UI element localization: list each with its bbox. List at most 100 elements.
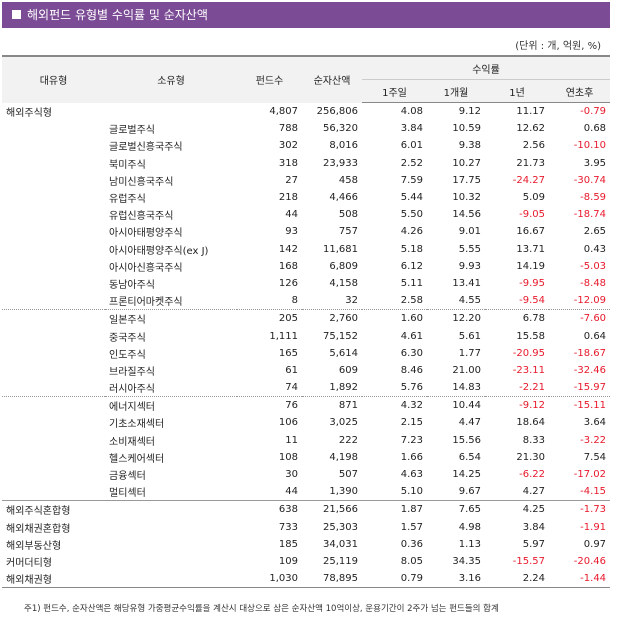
cell-m1: 10.27 [452, 157, 481, 169]
cell-funds: 142 [278, 243, 298, 255]
cell-m1: 4.55 [458, 295, 481, 307]
table-row: 소비재섹터 11 222 7.23 15.56 8.33 -3.22 [2, 432, 610, 449]
cell-w1: 5.76 [400, 382, 423, 394]
cell-funds: 165 [278, 347, 298, 359]
cell-y1: 6.78 [485, 309, 549, 328]
cell-cat [2, 172, 105, 189]
cell-w1: 5.18 [400, 243, 423, 255]
cell-w1: 4.63 [400, 469, 423, 481]
cell-funds: 788 [278, 123, 298, 135]
cell-y1: -6.22 [519, 469, 545, 481]
cell-ytd: -8.59 [580, 192, 607, 204]
cell-cat [2, 258, 105, 275]
table-row: 해외주식형 4,807 256,806 4.08 9.12 11.17 -0.79 [2, 103, 610, 121]
cell-funds: 126 [278, 277, 298, 289]
header-returns: 수익률 [362, 55, 611, 80]
cell-ytd: -18.74 [573, 209, 607, 221]
cell-sub: 유럽신흥국주식 [109, 211, 174, 223]
cell-funds: 76 [237, 396, 302, 415]
cell-cat [2, 362, 105, 379]
cell-m1: 5.55 [458, 243, 481, 255]
cell-funds: 168 [278, 260, 298, 272]
cell-funds: 1,030 [237, 570, 302, 589]
cell-w1: 4.32 [362, 396, 427, 415]
cell-y1: 4.25 [485, 500, 549, 519]
cell-sub [105, 553, 237, 570]
cell-ytd: -7.60 [549, 309, 611, 328]
table-row: 멀티섹터 44 1,390 5.10 9.67 4.27 -4.15 [2, 483, 610, 501]
table-row: 동남아주식 126 4,158 5.11 13.41 -9.95 -8.48 [2, 275, 610, 292]
cell-y1: 13.71 [516, 243, 545, 255]
header-1year: 1년 [485, 79, 549, 103]
cell-funds: 302 [278, 140, 298, 152]
cell-assets: 25,119 [323, 555, 358, 567]
cell-y1: 16.67 [516, 226, 545, 238]
cell-m1: 4.98 [458, 521, 481, 533]
header-fund-count: 펀드수 [237, 55, 302, 103]
cell-cat [2, 155, 105, 172]
cell-assets: 507 [338, 469, 358, 481]
cell-funds: 44 [285, 209, 298, 221]
cell-assets: 32 [345, 295, 358, 307]
header-1month: 1개월 [427, 79, 485, 103]
cell-funds: 218 [278, 192, 298, 204]
cell-w1: 5.11 [400, 277, 423, 289]
fund-returns-table: 대유형 소유형 펀드수 순자산액 수익률 1주일 1개월 1년 연초후 해외주식… [2, 55, 611, 589]
cell-m1: 34.35 [452, 555, 481, 567]
table-row: 기초소재섹터 106 3,025 2.15 4.47 18.64 3.64 [2, 414, 610, 431]
header-minor-type: 소유형 [105, 55, 237, 103]
cell-sub: 소비재섹터 [109, 436, 155, 448]
table-row: 아시아신흥국주식 168 6,809 6.12 9.93 14.19 -5.03 [2, 258, 610, 275]
cell-funds: 61 [285, 364, 298, 376]
cell-cat [2, 432, 105, 449]
cell-assets: 78,895 [302, 570, 362, 589]
table-row: 프론티어마켓주식 8 32 2.58 4.55 -9.54 -12.09 [2, 292, 610, 310]
table-row: 아시아태평양주식(ex J) 142 11,681 5.18 5.55 13.71 0.43 [2, 241, 610, 258]
cell-sub [105, 570, 237, 589]
cell-funds: 106 [278, 417, 298, 429]
cell-y1: 2.24 [485, 570, 549, 589]
cell-ytd: 3.64 [583, 417, 607, 429]
cell-cat: 해외주식혼합형 [2, 500, 105, 519]
cell-funds: 30 [285, 469, 298, 481]
table-row: 브라질주식 61 609 8.46 21.00 -23.11 -32.46 [2, 362, 610, 379]
cell-cat [2, 379, 105, 397]
cell-ytd: -3.22 [580, 434, 607, 446]
cell-assets: 75,152 [323, 330, 358, 342]
cell-sub: 헬스케어섹터 [109, 453, 165, 465]
table-row: 러시아주식 74 1,892 5.76 14.83 -2.21 -15.97 [2, 379, 610, 397]
cell-y1: 3.84 [522, 521, 545, 533]
cell-assets: 1,892 [329, 382, 358, 394]
cell-y1: 12.62 [516, 123, 545, 135]
cell-funds: 638 [237, 500, 302, 519]
cell-assets: 4,198 [329, 451, 358, 463]
cell-w1: 1.60 [362, 309, 427, 328]
cell-ytd: 3.95 [583, 157, 607, 169]
cell-m1: 7.65 [427, 500, 485, 519]
cell-sub: 중국주식 [109, 332, 146, 344]
cell-ytd: -5.03 [580, 260, 607, 272]
cell-m1: 13.41 [452, 277, 481, 289]
cell-m1: 3.16 [427, 570, 485, 589]
cell-m1: 10.32 [452, 192, 481, 204]
cell-w1: 4.61 [400, 330, 423, 342]
header-ytd: 연초후 [549, 79, 611, 103]
cell-funds: 11 [285, 434, 298, 446]
unit-label: (단위 : 개, 억원, %) [515, 41, 601, 52]
cell-sub: 글로벌주식 [109, 125, 155, 137]
cell-sub: 브라질주식 [109, 366, 155, 378]
table-row: 남미신흥국주식 27 458 7.59 17.75 -24.27 -30.74 [2, 172, 610, 189]
cell-y1: 18.64 [516, 417, 545, 429]
cell-assets: 6,809 [329, 260, 358, 272]
cell-sub: 동남아주식 [109, 279, 155, 291]
cell-w1: 7.59 [400, 174, 423, 186]
cell-y1: 5.09 [522, 192, 545, 204]
cell-m1: 9.01 [458, 226, 481, 238]
cell-ytd: 0.68 [583, 123, 607, 135]
table-row: 아시아태평양주식 93 757 4.26 9.01 16.67 2.65 [2, 223, 610, 240]
cell-sub [105, 500, 237, 519]
table-row: 글로벌신흥국주식 302 8,016 6.01 9.38 2.56 -10.10 [2, 137, 610, 154]
cell-w1: 8.46 [400, 364, 423, 376]
cell-y1: -15.57 [512, 555, 545, 567]
cell-assets: 609 [338, 364, 358, 376]
